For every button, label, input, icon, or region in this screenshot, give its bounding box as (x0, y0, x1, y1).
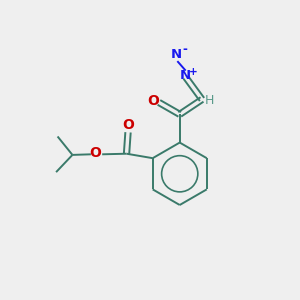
Text: N: N (171, 48, 182, 61)
Text: -: - (183, 43, 188, 56)
Text: O: O (122, 118, 134, 132)
Text: O: O (90, 146, 102, 161)
Text: N: N (179, 70, 191, 83)
Text: H: H (205, 94, 214, 107)
Text: +: + (189, 68, 198, 77)
Text: O: O (148, 94, 160, 108)
